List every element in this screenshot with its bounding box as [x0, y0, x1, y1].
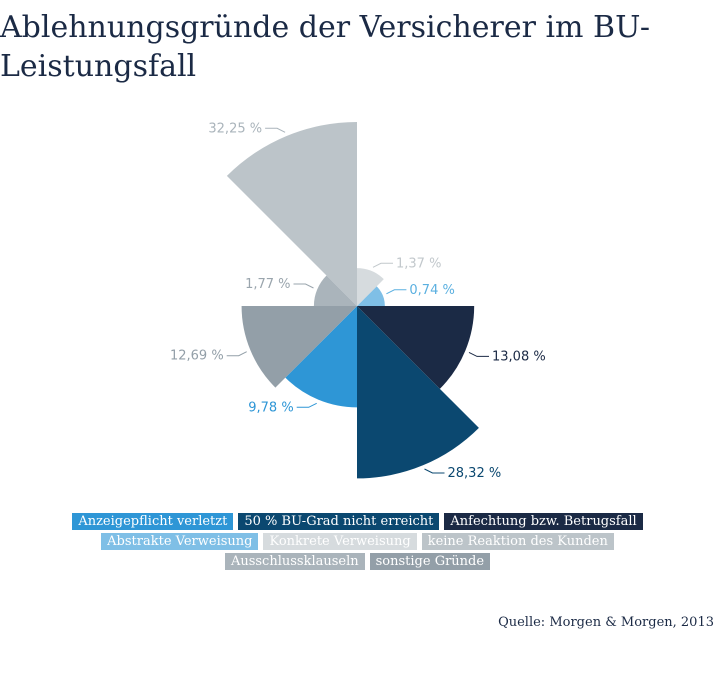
leader-line-konkrete-verweisung: [372, 262, 393, 268]
legend-item-konkrete-verweisung[interactable]: Konkrete Verweisung: [263, 533, 417, 550]
slice-keine-reaktion[interactable]: [226, 122, 357, 306]
data-label-keine-reaktion: 32,25 %: [208, 121, 262, 136]
data-label-sonstige: 12,69 %: [170, 349, 224, 364]
legend-item-abstrakte-verweisung[interactable]: Abstrakte Verweisung: [101, 533, 259, 550]
chart-title: Ablehnungsgründe der Versicherer im BU-L…: [0, 10, 650, 84]
leader-line-abstrakte-verweisung: [386, 289, 407, 295]
legend-item-anfechtung[interactable]: Anfechtung bzw. Betrugsfall: [444, 513, 643, 530]
legend-item-ausschlussklauseln[interactable]: Ausschlussklauseln: [224, 553, 365, 570]
data-label-abstrakte-verweisung: 0,74 %: [409, 283, 454, 298]
data-label-ausschlussklauseln: 1,77 %: [245, 277, 290, 292]
legend-item-sonstige[interactable]: sonstige Gründe: [369, 553, 491, 570]
data-label-konkrete-verweisung: 1,37 %: [396, 256, 441, 271]
slice-sonstige[interactable]: [241, 306, 357, 388]
leader-line-ausschlussklauseln: [293, 283, 314, 289]
legend-row: Anzeigepflicht verletzt 50 % BU-Grad nic…: [0, 513, 715, 530]
slice-anzeigepflicht[interactable]: [285, 306, 357, 408]
legend-row: Ausschlussklauseln sonstige Gründe: [0, 553, 715, 570]
leader-line-bu-grad: [424, 468, 445, 474]
polar-area-chart: 9,78 % 28,32 % 13,08 % 0,74 % 1,37 % 32,25 % 1…: [170, 121, 546, 481]
data-label-anfechtung: 13,08 %: [492, 349, 546, 364]
slice-abstrakte-verweisung[interactable]: [357, 286, 385, 306]
leader-line-keine-reaktion: [265, 127, 286, 133]
leader-line-anfechtung: [468, 351, 489, 357]
slice-konkrete-verweisung[interactable]: [357, 268, 384, 306]
leader-line-anzeigepflicht: [296, 402, 317, 408]
data-label-anzeigepflicht: 9,78 %: [248, 400, 293, 415]
slice-anfechtung[interactable]: [357, 306, 475, 389]
slice-ausschlussklauseln[interactable]: [313, 275, 357, 306]
data-label-bu-grad: 28,32 %: [448, 466, 502, 481]
chart-legend: Anzeigepflicht verletzt 50 % BU-Grad nic…: [0, 513, 715, 573]
leader-line-sonstige: [226, 351, 247, 357]
legend-item-keine-reaktion[interactable]: keine Reaktion des Kunden: [421, 533, 614, 550]
slice-bu-grad[interactable]: [357, 306, 479, 479]
legend-item-anzeigepflicht[interactable]: Anzeigepflicht verletzt: [72, 513, 234, 530]
legend-item-bu-grad[interactable]: 50 % BU-Grad nicht erreicht: [238, 513, 440, 530]
legend-row: Abstrakte Verweisung Konkrete Verweisung…: [0, 533, 715, 550]
source-note: Quelle: Morgen & Morgen, 2013: [498, 615, 714, 630]
